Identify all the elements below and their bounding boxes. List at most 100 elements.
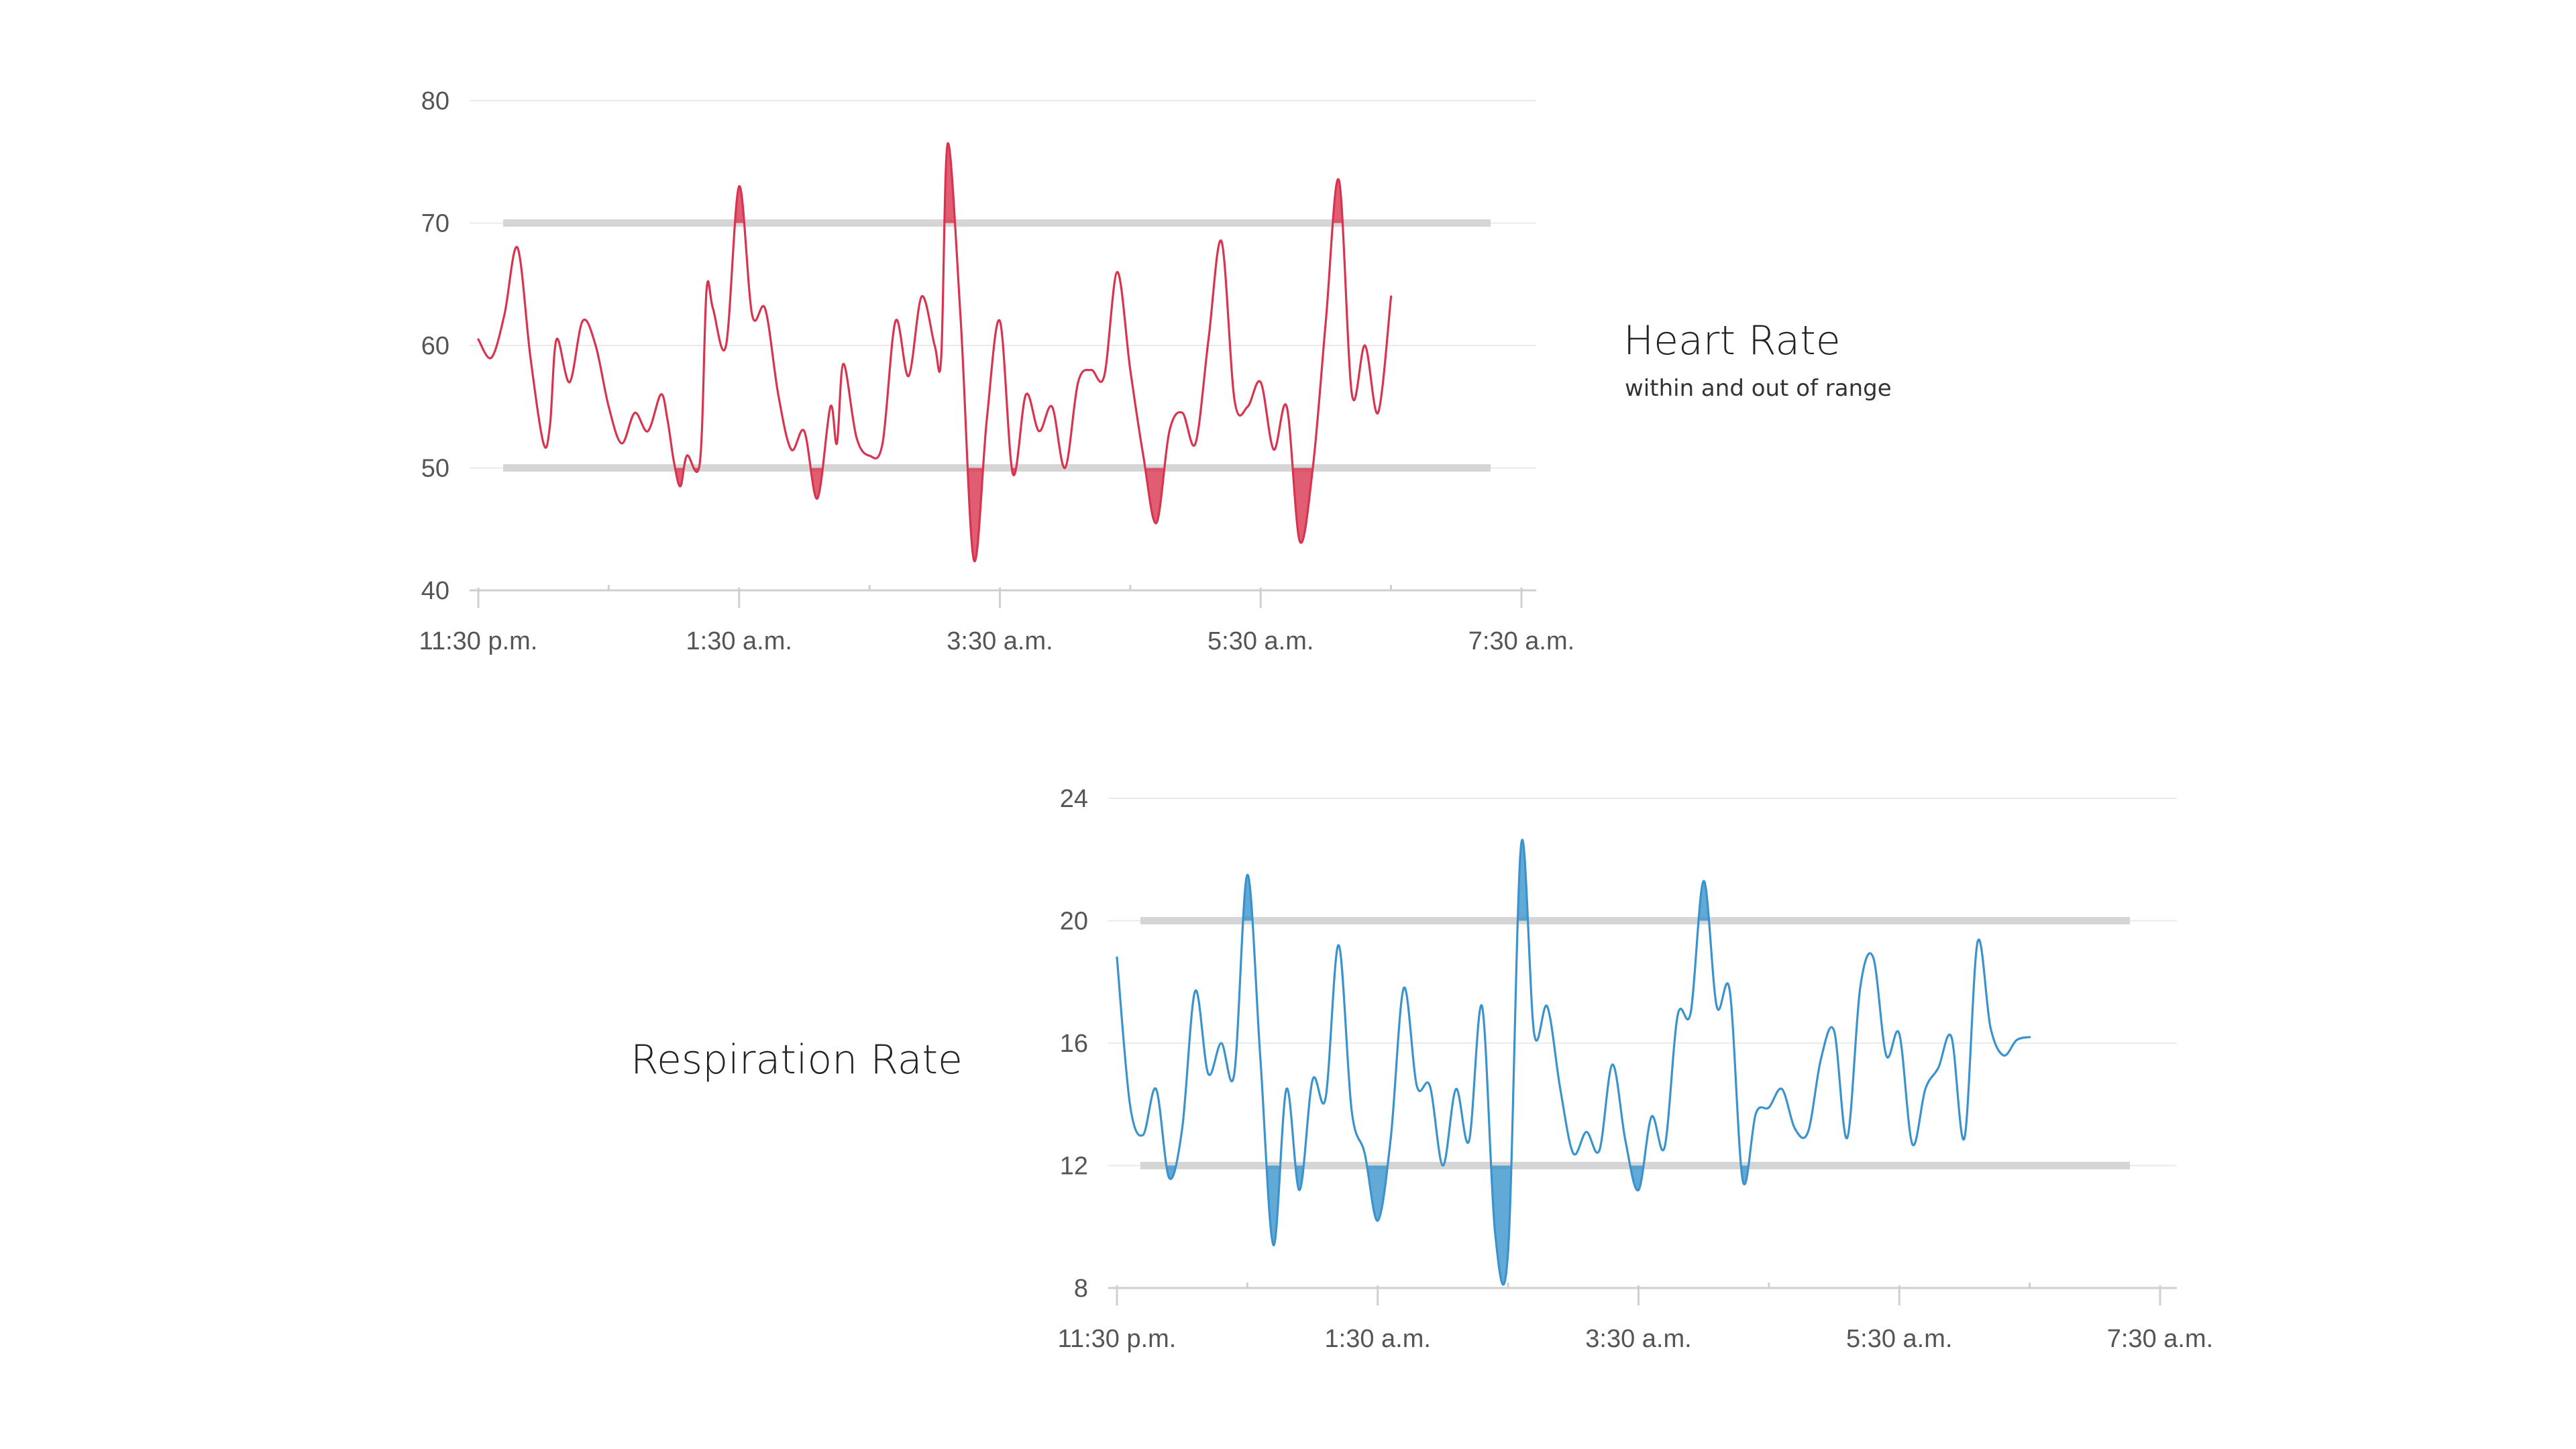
hr-data-point <box>1350 393 1353 396</box>
hr-data-point <box>1051 405 1053 408</box>
rr-data-point <box>1377 1220 1379 1222</box>
rr-data-point <box>1429 1085 1431 1087</box>
hr-data-point <box>1220 240 1223 243</box>
hr-data-point <box>516 246 519 249</box>
hr-data-point <box>542 442 545 445</box>
hr-data-point <box>1024 393 1027 396</box>
rr-data-point <box>1924 1087 1927 1090</box>
hr-data-point <box>1142 454 1144 457</box>
rr-above-range-fill <box>1117 840 2030 921</box>
hr-data-point <box>1233 399 1236 402</box>
rr-data-point <box>1128 1103 1131 1106</box>
hr-data-point <box>738 185 741 188</box>
hr-data-point <box>1299 540 1301 543</box>
hr-data-point <box>894 320 897 322</box>
rr-data-point <box>1194 989 1197 992</box>
hr-data-point <box>673 460 676 463</box>
rr-data-point <box>1233 1073 1236 1075</box>
rr-data-point <box>1807 1130 1809 1133</box>
rr-data-point <box>1363 1152 1366 1155</box>
rr-data-point <box>1859 987 1862 989</box>
hr-data-point <box>764 307 767 310</box>
rr-data-point <box>1624 1140 1627 1142</box>
hr-data-point <box>777 393 780 396</box>
rr-data-point <box>1768 1106 1770 1109</box>
rr-data-point <box>1155 1087 1157 1090</box>
hr-data-point <box>973 558 975 561</box>
rr-data-point <box>1142 1134 1144 1136</box>
rr-data-point <box>1937 1067 1940 1069</box>
hr-y-tick-label: 40 <box>421 577 449 605</box>
rr-data-point <box>1703 879 1705 882</box>
rr-data-point <box>2015 1038 2018 1041</box>
hr-data-point <box>947 142 949 145</box>
rr-data-point <box>1741 1179 1744 1182</box>
hr-data-point <box>686 454 688 457</box>
rr-data-point <box>1715 1005 1718 1008</box>
hr-x-tick-label: 11:30 p.m. <box>419 627 538 655</box>
rr-data-point <box>1285 1087 1288 1090</box>
rr-data-point <box>1676 1014 1679 1017</box>
hr-series-line <box>477 142 1393 563</box>
rr-y-tick-label: 24 <box>1060 785 1088 813</box>
rr-data-point <box>1950 1036 1953 1038</box>
hr-data-point <box>1116 271 1118 273</box>
rr-x-tick-label: 1:30 a.m. <box>1325 1325 1431 1353</box>
hr-data-point <box>1012 473 1014 476</box>
rr-data-point <box>1168 1177 1171 1179</box>
hr-data-point <box>1103 375 1106 378</box>
hr-data-point <box>1364 344 1366 347</box>
hr-data-point <box>1168 430 1171 433</box>
rr-y-tick-label: 12 <box>1060 1152 1088 1181</box>
hr-data-point <box>1155 522 1158 525</box>
rr-data-point <box>1989 1026 1992 1029</box>
hr-data-point <box>1273 448 1275 451</box>
rr-data-point <box>1298 1189 1301 1191</box>
rr-data-point <box>1833 1030 1835 1032</box>
hr-data-point <box>803 430 806 433</box>
hr-data-point <box>836 442 839 445</box>
hr-data-point <box>1338 179 1340 182</box>
hr-data-point <box>829 405 832 408</box>
hr-data-point <box>816 497 818 500</box>
hr-data-point <box>1090 369 1093 371</box>
hr-data-point <box>594 344 597 347</box>
hr-data-point <box>1208 338 1210 341</box>
hr-x-tick-label: 1:30 a.m. <box>686 627 792 655</box>
hr-data-point <box>698 460 701 463</box>
rr-y-tick-label: 8 <box>1074 1275 1088 1303</box>
rr-data-point <box>1780 1087 1783 1090</box>
rr-data-point <box>1181 1128 1183 1130</box>
rr-data-point <box>1350 1109 1353 1112</box>
hr-data-point <box>724 344 727 347</box>
hr-data-point <box>868 454 871 457</box>
hr-data-point <box>582 320 584 322</box>
hr-above-range-fill <box>478 143 1391 223</box>
hr-data-point <box>1377 411 1379 414</box>
hr-data-point <box>985 418 988 420</box>
rr-data-point <box>1638 1189 1640 1191</box>
hr-y-tick-label: 80 <box>421 87 449 115</box>
hr-data-point <box>1077 381 1079 384</box>
hr-data-point <box>907 375 910 378</box>
rr-y-tick-label: 20 <box>1060 908 1088 936</box>
hr-data-point <box>1324 320 1327 322</box>
hr-data-point <box>659 393 662 396</box>
hr-data-point <box>666 418 669 420</box>
rr-data-point <box>1403 987 1405 989</box>
rr-data-point <box>1963 1136 1966 1139</box>
hr-data-point <box>607 405 610 408</box>
hr-data-point <box>1311 467 1314 469</box>
rr-series-line <box>1116 839 2031 1286</box>
rr-data-point <box>1533 1032 1536 1035</box>
rr-data-point <box>1207 1073 1210 1075</box>
rr-data-point <box>1911 1143 1914 1146</box>
hr-data-point <box>633 411 636 414</box>
hr-data-point <box>959 320 962 322</box>
rr-data-point <box>1820 1057 1823 1060</box>
hr-data-point <box>1194 442 1197 445</box>
hr-y-tick-label: 50 <box>421 455 449 483</box>
rr-data-point <box>1389 1136 1392 1139</box>
hr-x-tick-label: 5:30 a.m. <box>1208 627 1313 655</box>
